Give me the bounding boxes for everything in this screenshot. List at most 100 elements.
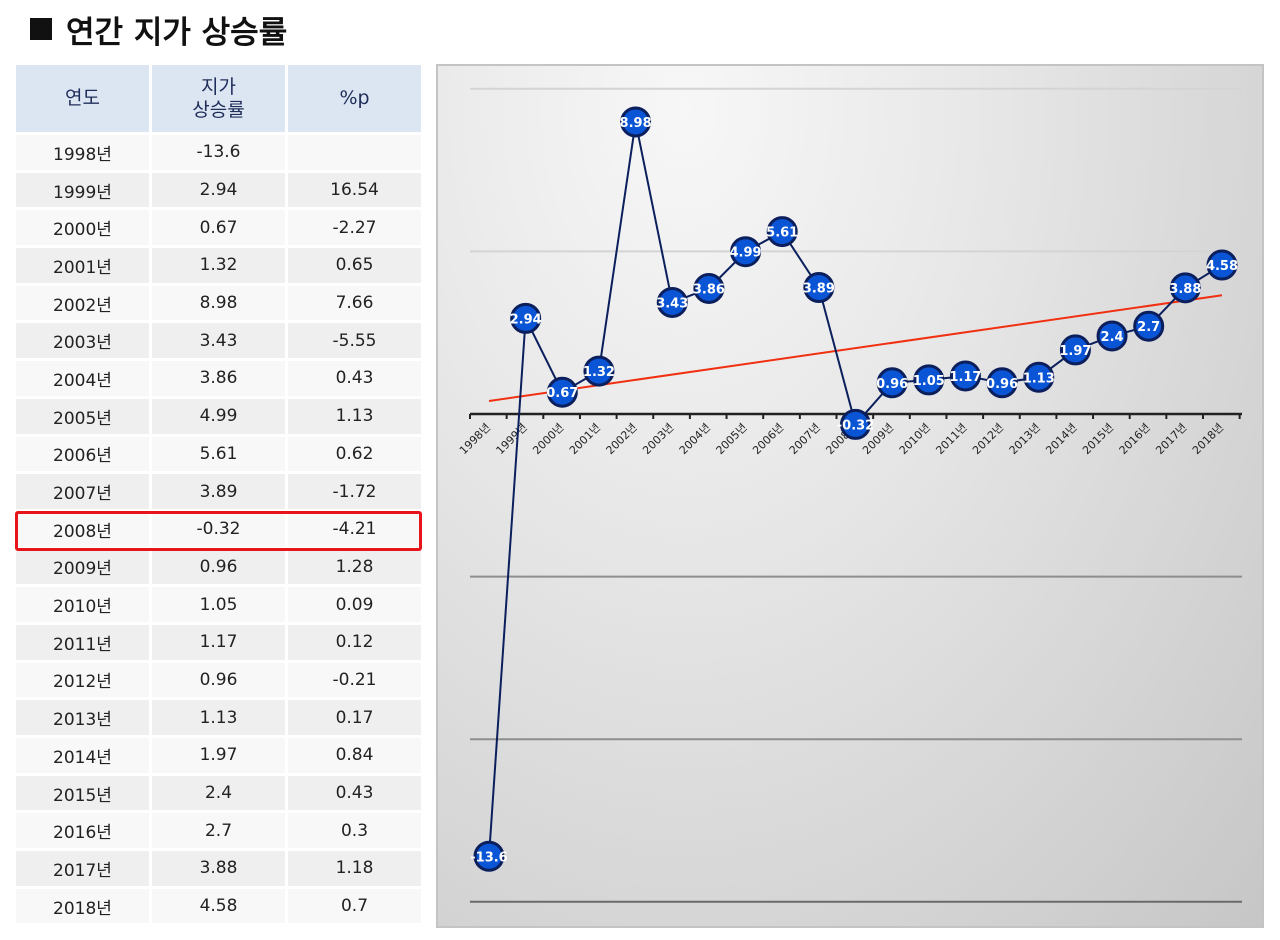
cell-rate: 3.88 xyxy=(152,851,285,886)
cell-year: 2013년 xyxy=(16,700,149,735)
x-axis-label: 2004년 xyxy=(677,421,713,457)
black-square-icon xyxy=(30,18,52,40)
cell-year: 2015년 xyxy=(16,775,149,811)
data-label: 4.99 xyxy=(730,246,762,261)
cell-year: 1999년 xyxy=(16,172,149,208)
cell-rate: 4.99 xyxy=(152,398,285,434)
cell-year: 2003년 xyxy=(16,323,149,359)
data-point-marker: 4.99 xyxy=(730,236,762,268)
data-label: 1.17 xyxy=(949,370,981,385)
table-row: 2003년 3.43 -5.55 xyxy=(16,323,421,359)
cell-pp: -4.21 xyxy=(288,511,421,547)
data-point-marker: 1.32 xyxy=(583,355,615,387)
table-row: 2013년 1.13 0.17 xyxy=(16,700,421,735)
cell-pp: 0.7 xyxy=(288,888,421,924)
cell-rate: 1.97 xyxy=(152,738,285,773)
data-label: -13.6 xyxy=(470,850,507,865)
cell-rate: -0.32 xyxy=(152,511,285,547)
data-point-marker: 8.98 xyxy=(620,106,652,138)
cell-pp: 7.66 xyxy=(288,285,421,321)
table-row: 2015년 2.4 0.43 xyxy=(16,775,421,811)
cell-year: 2007년 xyxy=(16,474,149,509)
x-axis-label: 2000년 xyxy=(530,421,566,457)
x-axis-label: 2011년 xyxy=(933,421,969,457)
data-point-marker: -0.32 xyxy=(837,408,874,440)
x-axis-label: 2001년 xyxy=(567,421,603,457)
cell-year: 2008년 xyxy=(16,511,149,547)
data-point-marker: 2.94 xyxy=(510,302,542,334)
data-point-marker: 3.43 xyxy=(656,286,688,318)
data-label: 2.4 xyxy=(1101,330,1124,345)
data-line xyxy=(488,121,1223,857)
cell-year: 2001년 xyxy=(16,248,149,283)
data-point-marker: 1.17 xyxy=(949,360,981,392)
x-axis-label: 2018년 xyxy=(1190,421,1226,457)
cell-pp: 16.54 xyxy=(288,172,421,208)
cell-rate: 0.96 xyxy=(152,549,285,585)
data-label: 4.58 xyxy=(1206,259,1238,274)
data-label: 3.43 xyxy=(656,296,688,311)
data-label: 2.7 xyxy=(1137,320,1160,335)
table-header-row: 연도 지가 상승률 %p xyxy=(16,65,421,132)
cell-pp: -1.72 xyxy=(288,474,421,509)
data-point-marker: 2.4 xyxy=(1096,320,1128,352)
data-point-marker: 3.86 xyxy=(693,272,725,304)
data-point-marker: 0.96 xyxy=(876,367,908,399)
cell-year: 2002년 xyxy=(16,285,149,321)
cell-year: 2000년 xyxy=(16,210,149,246)
x-axis-label: 2005년 xyxy=(714,421,750,457)
column-header-rate: 지가 상승률 xyxy=(152,65,285,132)
cell-year: 2004년 xyxy=(16,361,149,396)
table-row: 2001년 1.32 0.65 xyxy=(16,248,421,283)
data-point-marker: 1.97 xyxy=(1059,334,1091,366)
x-axis-label: 2006년 xyxy=(750,421,786,457)
data-label: -0.32 xyxy=(837,418,874,433)
x-axis-label: 2007년 xyxy=(787,421,823,457)
table-row: 2000년 0.67 -2.27 xyxy=(16,210,421,246)
data-label: 1.05 xyxy=(913,374,945,389)
cell-year: 2010년 xyxy=(16,587,149,622)
cell-rate: 1.17 xyxy=(152,624,285,660)
cell-year: 2014년 xyxy=(16,738,149,773)
cell-rate: 4.58 xyxy=(152,888,285,924)
cell-pp: -0.21 xyxy=(288,662,421,698)
page-title-text: 연간 지가 상승률 xyxy=(66,14,288,51)
data-point-marker: 0.67 xyxy=(546,376,578,408)
table-row: 2012년 0.96 -0.21 xyxy=(16,662,421,698)
data-label: 1.13 xyxy=(1023,371,1055,386)
cell-rate: 3.86 xyxy=(152,361,285,396)
data-point-marker: -13.6 xyxy=(470,840,508,872)
data-label: 0.96 xyxy=(876,377,908,392)
trendline xyxy=(488,294,1223,402)
cell-rate: 1.05 xyxy=(152,587,285,622)
cell-pp: 1.18 xyxy=(288,851,421,886)
data-point-marker: 3.89 xyxy=(803,271,835,303)
cell-rate: 1.32 xyxy=(152,248,285,283)
cell-year: 2016년 xyxy=(16,813,149,849)
cell-rate: 2.4 xyxy=(152,775,285,811)
data-point-marker: 3.88 xyxy=(1169,272,1201,304)
data-label: 3.88 xyxy=(1169,282,1201,297)
data-point-marker: 0.96 xyxy=(986,367,1018,399)
x-axis-label: 2003년 xyxy=(640,421,676,457)
column-header-pp: %p xyxy=(288,65,421,132)
land-price-table: 연도 지가 상승률 %p 1998년 -13.6 1999년 2.94 16.54 2000… xyxy=(13,62,424,926)
data-label: 5.61 xyxy=(766,226,798,241)
data-label: 1.97 xyxy=(1059,344,1091,359)
x-axis-label: 2017년 xyxy=(1153,421,1189,457)
chart-panel: 1998년 1999년 2000년 2001년 2002년 2003년 2004년 2005년… xyxy=(436,64,1264,928)
table-row: 2004년 3.86 0.43 xyxy=(16,361,421,396)
x-axis-label: 2010년 xyxy=(897,421,933,457)
data-label: 8.98 xyxy=(620,116,652,131)
data-label: 2.94 xyxy=(510,312,542,327)
table-row: 2010년 1.05 0.09 xyxy=(16,587,421,622)
data-point-marker: 4.58 xyxy=(1206,249,1238,281)
table-row: 2017년 3.88 1.18 xyxy=(16,851,421,886)
table-row: 1998년 -13.6 xyxy=(16,135,421,170)
cell-rate: 8.98 xyxy=(152,285,285,321)
cell-year: 2009년 xyxy=(16,549,149,585)
table-row: 2018년 4.58 0.7 xyxy=(16,888,421,924)
cell-pp: -5.55 xyxy=(288,323,421,359)
table-row: 2009년 0.96 1.28 xyxy=(16,549,421,585)
cell-pp: 0.3 xyxy=(288,813,421,849)
